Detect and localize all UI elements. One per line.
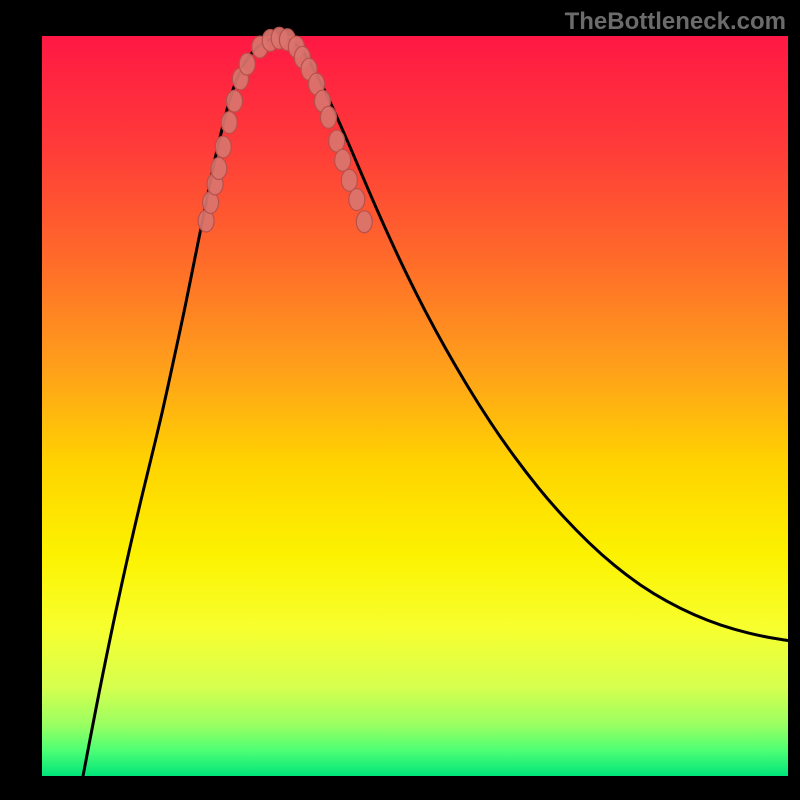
data-marker xyxy=(215,136,231,158)
data-marker xyxy=(356,211,372,233)
curve-right xyxy=(282,37,788,640)
data-marker xyxy=(341,169,357,191)
data-marker xyxy=(349,189,365,211)
data-marker xyxy=(226,90,242,112)
data-marker xyxy=(239,53,255,75)
frame: TheBottleneck.com xyxy=(0,0,800,800)
data-marker xyxy=(211,157,227,179)
data-marker xyxy=(221,112,237,134)
data-marker xyxy=(335,149,351,171)
plot-area xyxy=(42,36,788,776)
curve-layer xyxy=(83,37,788,776)
data-marker xyxy=(320,106,336,128)
marker-layer xyxy=(198,27,372,233)
chart-svg xyxy=(42,36,788,776)
curve-left xyxy=(83,37,282,776)
watermark-text: TheBottleneck.com xyxy=(565,8,786,36)
